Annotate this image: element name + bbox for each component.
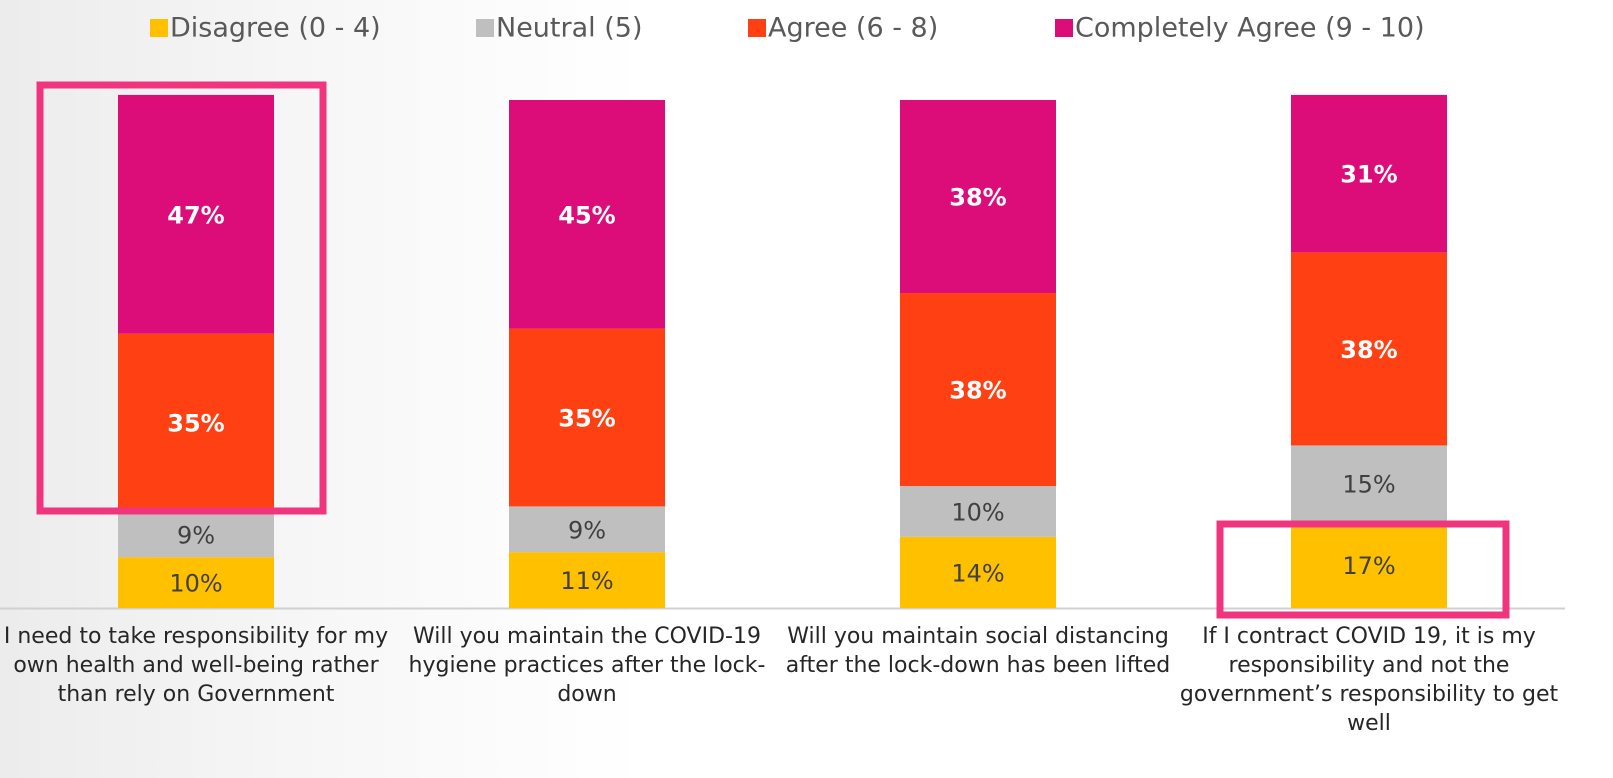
- highlight-box: [36, 81, 327, 515]
- value-label: 31%: [1340, 161, 1397, 189]
- category-label: Will you maintain the COVID-19 hygiene p…: [408, 624, 766, 707]
- category-label: If I contract COVID 19, it is my respons…: [1179, 624, 1559, 736]
- bar-segment: [900, 486, 1056, 537]
- legend-label: Neutral (5): [496, 13, 642, 44]
- bar-segment: [118, 333, 274, 512]
- value-label: 14%: [951, 559, 1004, 587]
- bar-segment: [509, 506, 665, 553]
- value-label: 38%: [1340, 336, 1397, 364]
- category-label: Will you maintain social distancing afte…: [785, 624, 1171, 678]
- legend-label: Agree (6 - 8): [768, 13, 938, 44]
- value-label: 9%: [177, 521, 215, 549]
- value-label: 11%: [560, 567, 613, 595]
- bar-segment: [1291, 252, 1447, 446]
- value-label: 10%: [951, 498, 1004, 526]
- bar-segment: [1291, 445, 1447, 522]
- value-label: 9%: [568, 516, 606, 544]
- value-label: 10%: [169, 570, 222, 598]
- highlight-box: [1216, 520, 1510, 619]
- bar-segment: [118, 94, 274, 334]
- bar-segment: [509, 328, 665, 507]
- bar-segment: [900, 293, 1056, 487]
- bar-segment: [118, 511, 274, 558]
- value-label: 47%: [167, 201, 224, 229]
- legend-label: Completely Agree (9 - 10): [1075, 13, 1425, 44]
- legend-swatch: [150, 19, 168, 37]
- legend-swatch: [1055, 19, 1073, 37]
- bar-segment: [900, 100, 1056, 294]
- value-label: 38%: [949, 377, 1006, 405]
- value-label: 35%: [167, 410, 224, 438]
- value-label: 15%: [1342, 471, 1395, 499]
- legend-label: Disagree (0 - 4): [170, 13, 381, 44]
- bar-segment: [900, 536, 1056, 608]
- legend-swatch: [748, 19, 766, 37]
- bar-segment: [118, 557, 274, 608]
- bar-segment: [1291, 521, 1447, 608]
- category-label: I need to take responsibility for my own…: [3, 624, 389, 707]
- bar-segment: [509, 552, 665, 608]
- bar-segment: [509, 100, 665, 329]
- value-label: 38%: [949, 184, 1006, 212]
- value-label: 17%: [1342, 552, 1395, 580]
- legend-swatch: [476, 19, 494, 37]
- bar-segment: [1291, 94, 1447, 253]
- value-label: 45%: [558, 201, 615, 229]
- value-label: 35%: [558, 405, 615, 433]
